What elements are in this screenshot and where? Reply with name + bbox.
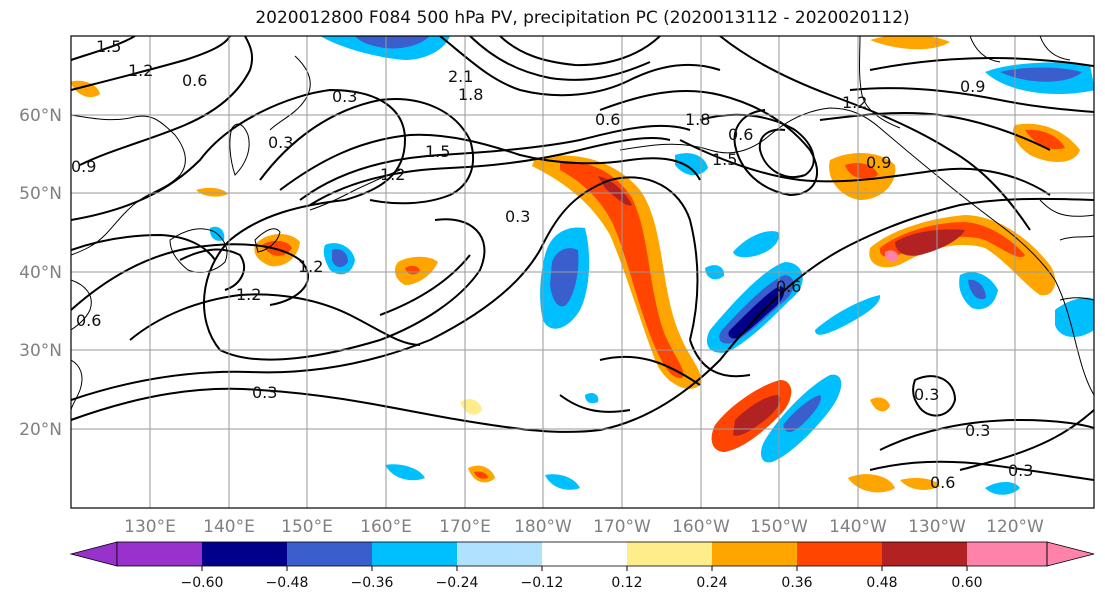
contour-label: 0.9 <box>960 77 985 96</box>
contour-label: 0.3 <box>268 133 293 152</box>
colorbar-bin <box>882 542 967 566</box>
colorbar-bin <box>457 542 542 566</box>
lon-label-130e: 130°E <box>124 517 176 537</box>
contour-label: 1.2 <box>298 257 323 276</box>
lon-label-140w: 140°W <box>829 517 887 537</box>
contour-label: 1.2 <box>842 93 867 112</box>
lat-label-40n: 40°N <box>19 263 62 283</box>
lon-label-180w: 180°W <box>514 517 572 537</box>
lon-label-170w: 170°W <box>593 517 651 537</box>
contour-label: 1.2 <box>128 61 153 80</box>
contour-label: 0.6 <box>595 110 620 129</box>
contour-label: 0.9 <box>71 157 96 176</box>
contour-label: 0.6 <box>182 71 207 90</box>
colorbar-tick-label: 0.36 <box>781 575 812 591</box>
lat-label-60n: 60°N <box>19 106 62 126</box>
contour-label: 0.6 <box>776 277 801 296</box>
contour-label: 1.5 <box>425 142 450 161</box>
lon-label-140e: 140°E <box>203 517 255 537</box>
colorbar-bin <box>202 542 287 566</box>
colorbar-tick-label: −0.48 <box>266 575 309 591</box>
lat-label-20n: 20°N <box>19 420 62 440</box>
colorbar-bin <box>372 542 457 566</box>
map-title: 2020012800 F084 500 hPa PV, precipitatio… <box>255 8 910 28</box>
colorbar-bin <box>287 542 372 566</box>
colorbar-bin <box>797 542 882 566</box>
colorbar-bin <box>967 542 1047 566</box>
contour-label: 0.3 <box>914 385 939 404</box>
coastlines <box>71 36 1094 411</box>
lon-label-160w: 160°W <box>672 517 730 537</box>
colorbar-tick-label: 0.24 <box>696 575 727 591</box>
contour-label: 0.3 <box>965 421 990 440</box>
colorbar-tick-label: −0.12 <box>521 575 564 591</box>
longitude-labels: 130°E 140°E 150°E 160°E 170°E 180°W 170°… <box>124 517 1044 537</box>
colorbar-tick-label: 0.60 <box>951 575 982 591</box>
plot-frame <box>70 35 1095 509</box>
lat-label-30n: 30°N <box>19 341 62 361</box>
pv-contours <box>71 36 1094 481</box>
lon-label-120w: 120°W <box>986 517 1044 537</box>
colorbar-min-extension <box>69 541 118 567</box>
colorbar-tick-label: −0.60 <box>181 575 224 591</box>
lon-label-150e: 150°E <box>281 517 333 537</box>
contour-label: 1.2 <box>380 165 405 184</box>
contour-label: 1.5 <box>96 37 121 56</box>
contour-label: 2.1 <box>448 67 473 86</box>
contour-label: 1.8 <box>685 110 710 129</box>
graticule <box>71 36 1094 508</box>
colorbar-tick-label: 0.48 <box>866 575 897 591</box>
lon-label-150w: 150°W <box>750 517 808 537</box>
contour-label: 1.5 <box>712 150 737 169</box>
contour-label: 1.8 <box>458 85 483 104</box>
lon-label-130w: 130°W <box>908 517 966 537</box>
contour-label: 0.6 <box>728 125 753 144</box>
lat-label-50n: 50°N <box>19 184 62 204</box>
contour-label: 0.6 <box>76 311 101 330</box>
contour-label: 0.3 <box>1008 461 1033 480</box>
lon-label-160e: 160°E <box>360 517 412 537</box>
colorbar-bin <box>542 542 627 566</box>
contour-label: 0.3 <box>252 383 277 402</box>
colorbar: −0.60 −0.48 −0.36 −0.24 −0.12 0.12 0.24 … <box>69 541 1095 591</box>
contour-label: 0.3 <box>332 87 357 106</box>
contour-label: 1.2 <box>236 285 261 304</box>
contour-labels: 1.5 1.2 0.6 0.3 0.3 2.1 1.8 1.5 1.2 0.6 … <box>71 37 1033 492</box>
colorbar-bin <box>712 542 797 566</box>
lon-label-170e: 170°E <box>439 517 491 537</box>
colorbar-tick-label: −0.24 <box>436 575 479 591</box>
contour-label: 0.9 <box>866 153 891 172</box>
latitude-labels: 60°N 50°N 40°N 30°N 20°N <box>19 106 62 440</box>
colorbar-tick-label: 0.12 <box>611 575 642 591</box>
contour-label: 0.3 <box>505 207 530 226</box>
colorbar-bin <box>117 542 202 566</box>
contour-label: 0.6 <box>930 473 955 492</box>
colorbar-tick-label: −0.36 <box>351 575 394 591</box>
colorbar-bin <box>627 542 712 566</box>
colorbar-max-extension <box>1046 541 1095 567</box>
